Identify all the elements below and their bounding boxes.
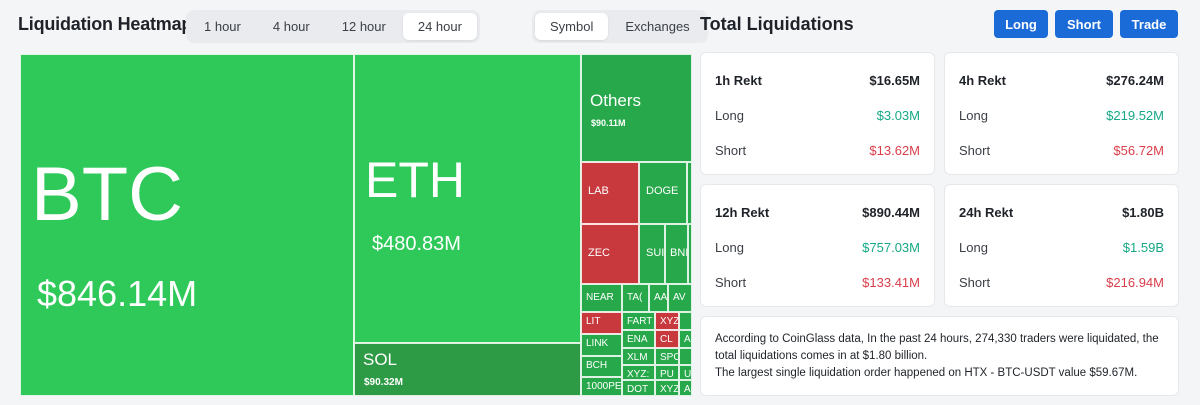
stat-total: $276.24M [1106, 73, 1164, 88]
stat-card-24h: 24h Rekt $1.80B Long $1.59B Short $216.94M [944, 184, 1179, 307]
cell-symbol: Others [590, 91, 642, 110]
heatmap-cell-pu[interactable]: PU [655, 365, 679, 380]
cell-value: $846.14M [37, 273, 198, 314]
heatmap-cell-xyz[interactable]: XYZ [655, 380, 679, 396]
stat-long-value: $3.03M [876, 108, 920, 123]
heatmap-cell-a[interactable]: A [679, 380, 692, 396]
stat-short-value: $13.62M [869, 143, 920, 158]
tab-1-hour[interactable]: 1 hour [204, 19, 241, 34]
stat-short-label: Short [715, 143, 747, 158]
stat-long-value: $1.59B [1122, 240, 1164, 255]
heatmap-cell-doge[interactable]: DOGE [639, 162, 687, 224]
tab-exchanges[interactable]: Exchanges [625, 19, 690, 34]
summary-text: According to CoinGlass data, In the past… [715, 333, 1159, 362]
stat-period: 24h Rekt [959, 205, 1014, 220]
heatmap-cell-misc[interactable] [679, 348, 692, 365]
heatmap-cell-a[interactable]: A [679, 330, 692, 348]
heatmap-cell-aa[interactable]: AA [649, 284, 668, 312]
heatmap-cell-cl[interactable]: CL [655, 330, 679, 348]
long-button[interactable]: Long [994, 10, 1048, 38]
heatmap-cell-spo[interactable]: SPO [655, 348, 679, 365]
stat-long-label: Long [959, 240, 988, 255]
heatmap-cell-xyz[interactable]: XYZ: [622, 365, 655, 380]
stat-long-label: Long [715, 240, 744, 255]
stat-card-4h: 4h Rekt $276.24M Long $219.52M Short $56.72… [944, 52, 1179, 175]
heatmap-cell-ena[interactable]: ENA [622, 330, 655, 348]
heatmap-cell-eth[interactable]: ETH $480.83M [354, 54, 581, 343]
liquidation-heatmap: BTC $846.14M ETH $480.83M SOL $90.32M Ot… [20, 54, 692, 396]
stat-short-label: Short [959, 275, 991, 290]
stat-total: $16.65M [869, 73, 920, 88]
total-liquidations-title: Total Liquidations [700, 14, 854, 34]
heatmap-cell-xyz[interactable]: XYZ [655, 312, 679, 330]
heatmap-cell-link[interactable]: LINK [581, 334, 622, 356]
heatmap-cell-lab[interactable]: LAB [581, 162, 639, 224]
heatmap-cell-near[interactable]: NEAR [581, 284, 622, 312]
stat-period: 1h Rekt [715, 73, 762, 88]
heatmap-cell-xlm[interactable]: XLM [622, 348, 655, 365]
stat-short-label: Short [959, 143, 991, 158]
tab-12-hour[interactable]: 12 hour [341, 19, 386, 34]
stat-short-value: $56.72M [1113, 143, 1164, 158]
cell-symbol: SOL [363, 350, 398, 369]
heatmap-cell-fart[interactable]: FART [622, 312, 655, 330]
group-by-selector: Symbol Exchanges [532, 10, 708, 43]
stat-long-value: $757.03M [862, 240, 920, 255]
cell-value: $90.32M [364, 377, 403, 388]
stat-card-1h: 1h Rekt $16.65M Long $3.03M Short $13.62M [700, 52, 935, 175]
heatmap-cell-zec[interactable]: ZEC [581, 224, 639, 284]
stat-card-12h: 12h Rekt $890.44M Long $757.03M Short $133.… [700, 184, 935, 307]
stat-total: $1.80B [1122, 205, 1164, 220]
stat-long-label: Long [959, 108, 988, 123]
heatmap-cell-bnb[interactable]: BNI [665, 224, 688, 284]
largest-order-text: The largest single liquidation order hap… [715, 367, 1138, 379]
heatmap-cell-1000pepe[interactable]: 1000PE [581, 377, 622, 396]
stat-short-value: $133.41M [862, 275, 920, 290]
stat-long-label: Long [715, 108, 744, 123]
cell-value: $90.11M [591, 118, 626, 128]
heatmap-cell-misc[interactable] [687, 162, 692, 224]
heatmap-cell-tao[interactable]: TA( [622, 284, 649, 312]
heatmap-cell-misc[interactable] [688, 224, 692, 284]
heatmap-cell-lit[interactable]: LIT [581, 312, 622, 334]
heatmap-cell-bch[interactable]: BCH [581, 356, 622, 377]
cell-symbol: BTC [31, 152, 183, 237]
trade-button[interactable]: Trade [1120, 10, 1178, 38]
heatmap-cell-av[interactable]: AV [668, 284, 692, 312]
heatmap-cell-u[interactable]: U [679, 365, 692, 380]
heatmap-cell-dot[interactable]: DOT [622, 380, 655, 396]
tab-4-hour[interactable]: 4 hour [272, 19, 310, 34]
short-button[interactable]: Short [1055, 10, 1113, 38]
tab-24-hour[interactable]: 24 hour [402, 13, 477, 40]
stat-short-value: $216.94M [1106, 275, 1164, 290]
heatmap-cell-sui[interactable]: SUI [639, 224, 665, 284]
stat-period: 12h Rekt [715, 205, 770, 220]
stat-short-label: Short [715, 275, 747, 290]
time-range-selector: 1 hour 4 hour 12 hour 24 hour [186, 10, 480, 43]
cell-symbol: ETH [365, 152, 465, 208]
page-title: Liquidation Heatmap [18, 14, 193, 34]
cell-value: $480.83M [372, 233, 461, 255]
heatmap-cell-btc[interactable]: BTC $846.14M [20, 54, 354, 396]
liquidation-summary: According to CoinGlass data, In the past… [700, 316, 1179, 396]
heatmap-cell-others[interactable]: Others $90.11M [581, 54, 692, 162]
tab-symbol[interactable]: Symbol [535, 13, 609, 40]
stat-period: 4h Rekt [959, 73, 1006, 88]
stat-total: $890.44M [862, 205, 920, 220]
heatmap-cell-sol[interactable]: SOL $90.32M [354, 343, 581, 396]
stat-long-value: $219.52M [1106, 108, 1164, 123]
heatmap-cell-misc[interactable] [679, 312, 692, 330]
